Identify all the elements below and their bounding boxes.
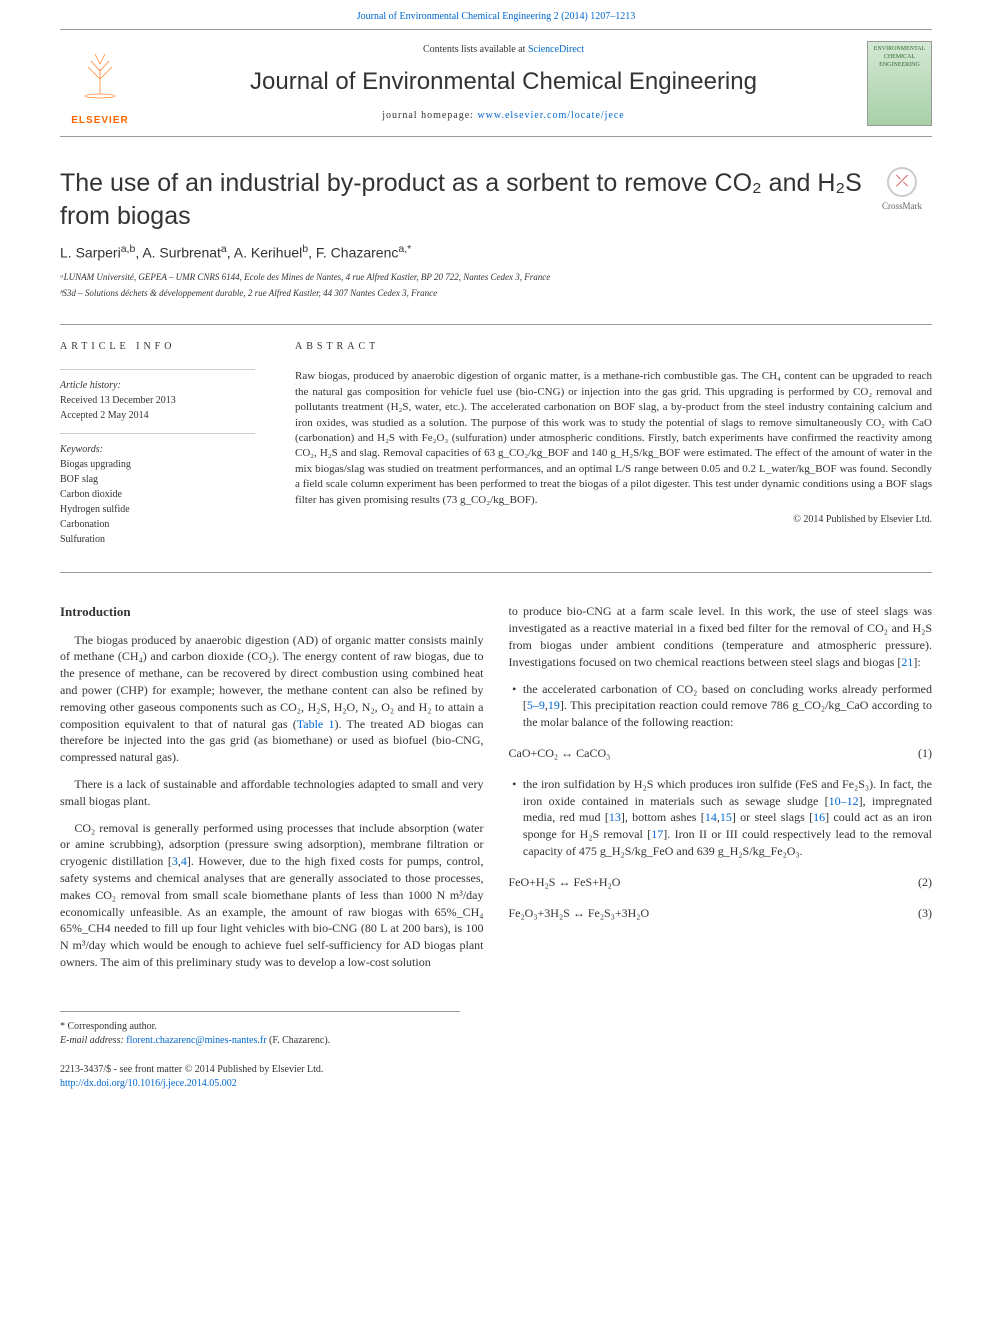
bullet-sulfidation: the iron sulfidation by H₂S which produc… — [509, 776, 933, 860]
email-line: E-mail address: florent.chazarenc@mines-… — [60, 1034, 460, 1048]
intro-p3: CO₂ removal is generally performed using… — [60, 820, 484, 971]
article-history-block: Article history: Received 13 December 20… — [60, 369, 255, 423]
equation-1: CaO+CO₂ ↔ CaCO₃ (1) — [509, 745, 933, 762]
abstract-column: ABSTRACT Raw biogas, produced by anaerob… — [270, 325, 932, 572]
ref-17-link[interactable]: 17 — [651, 827, 663, 841]
col2-p1: to produce bio-CNG at a farm scale level… — [509, 603, 933, 670]
eq1-formula: CaO+CO₂ ↔ CaCO₃ — [509, 745, 611, 762]
keyword: Sulfuration — [60, 532, 255, 547]
reaction-list: the accelerated carbonation of CO₂ based… — [509, 681, 933, 731]
email-suffix: (F. Chazarenc). — [267, 1035, 331, 1046]
eq3-number: (3) — [918, 905, 932, 922]
ref-15-link[interactable]: 15 — [720, 810, 732, 824]
homepage-prefix: journal homepage: — [382, 110, 477, 121]
keywords-label: Keywords: — [60, 442, 255, 457]
keywords-block: Keywords: Biogas upgrading BOF slag Carb… — [60, 433, 255, 547]
journal-name: Journal of Environmental Chemical Engine… — [140, 65, 867, 99]
journal-homepage-line: journal homepage: www.elsevier.com/locat… — [140, 109, 867, 123]
journal-ref-link[interactable]: Journal of Environmental Chemical Engine… — [357, 11, 636, 22]
journal-cover-thumbnail: ENVIRONMENTAL CHEMICAL ENGINEERING — [867, 41, 932, 126]
journal-reference-header: Journal of Environmental Chemical Engine… — [0, 0, 992, 29]
doi-link[interactable]: http://dx.doi.org/10.1016/j.jece.2014.05… — [60, 1078, 237, 1089]
bullet-carbonation: the accelerated carbonation of CO₂ based… — [509, 681, 933, 731]
eq2-number: (2) — [918, 874, 932, 891]
body-columns: Introduction The biogas produced by anae… — [60, 603, 932, 980]
keyword: Carbonation — [60, 517, 255, 532]
affiliation-a: ᵃLUNAM Université, GEPEA – UMR CNRS 6144… — [60, 271, 932, 284]
ref-13-link[interactable]: 13 — [609, 810, 621, 824]
eq1-number: (1) — [918, 745, 932, 762]
meta-row: ARTICLE INFO Article history: Received 1… — [60, 324, 932, 572]
right-column: to produce bio-CNG at a farm scale level… — [509, 603, 933, 980]
authors-line: L. Sarperia,b, A. Surbrenata, A. Kerihue… — [60, 242, 932, 263]
ref-10-12-link[interactable]: 10–12 — [829, 794, 859, 808]
cover-line3: ENGINEERING — [871, 61, 928, 69]
ref-14-link[interactable]: 14 — [705, 810, 717, 824]
intro-p1: The biogas produced by anaerobic digesti… — [60, 632, 484, 766]
reaction-list-2: the iron sulfidation by H₂S which produc… — [509, 776, 933, 860]
ref-19-link[interactable]: 19 — [548, 698, 560, 712]
bottom-meta: 2213-3437/$ - see front matter © 2014 Pu… — [60, 1063, 932, 1091]
title-row: The use of an industrial by-product as a… — [60, 167, 932, 232]
keyword: Carbon dioxide — [60, 487, 255, 502]
email-link[interactable]: florent.chazarenc@mines-nantes.fr — [126, 1035, 266, 1046]
sciencedirect-link[interactable]: ScienceDirect — [528, 44, 584, 55]
ref-21-link[interactable]: 21 — [901, 655, 913, 669]
contents-prefix: Contents lists available at — [423, 44, 528, 55]
homepage-link[interactable]: www.elsevier.com/locate/jece — [477, 110, 624, 121]
ref-5-9-link[interactable]: 5–9 — [527, 698, 545, 712]
abstract-header: ABSTRACT — [295, 340, 932, 354]
keyword: Hydrogen sulfide — [60, 502, 255, 517]
left-column: Introduction The biogas produced by anae… — [60, 603, 484, 980]
cover-line2: CHEMICAL — [871, 53, 928, 61]
article-info-column: ARTICLE INFO Article history: Received 1… — [60, 325, 270, 572]
crossmark-label: CrossMark — [872, 200, 932, 213]
elsevier-tree-icon — [73, 39, 128, 114]
crossmark-badge[interactable]: ⤫ CrossMark — [872, 167, 932, 213]
article-title: The use of an industrial by-product as a… — [60, 167, 872, 232]
eq2-formula: FeO+H₂S ↔ FeS+H₂O — [509, 874, 621, 891]
history-label: Article history: — [60, 378, 255, 393]
cover-line1: ENVIRONMENTAL — [871, 45, 928, 53]
keyword: Biogas upgrading — [60, 457, 255, 472]
ref-3-link[interactable]: 3 — [172, 854, 178, 868]
ref-16-link[interactable]: 16 — [813, 810, 825, 824]
affiliation-b: ᵇS3d – Solutions déchets & développement… — [60, 287, 932, 300]
intro-p2: There is a lack of sustainable and affor… — [60, 776, 484, 810]
table1-link[interactable]: Table 1 — [297, 717, 335, 731]
accepted-date: Accepted 2 May 2014 — [60, 408, 255, 423]
journal-header-box: ELSEVIER Contents lists available at Sci… — [60, 29, 932, 137]
email-label: E-mail address: — [60, 1035, 126, 1046]
introduction-header: Introduction — [60, 603, 484, 621]
contents-list-line: Contents lists available at ScienceDirec… — [140, 43, 867, 57]
abstract-text: Raw biogas, produced by anaerobic digest… — [295, 369, 932, 508]
elsevier-text: ELSEVIER — [71, 114, 128, 128]
equation-2: FeO+H₂S ↔ FeS+H₂O (2) — [509, 874, 933, 891]
footnote-block: * Corresponding author. E-mail address: … — [60, 1011, 460, 1048]
elsevier-logo[interactable]: ELSEVIER — [60, 38, 140, 128]
equation-3: Fe₂O₃+3H₂S ↔ Fe₂S₃+3H₂O (3) — [509, 905, 933, 922]
abstract-copyright: © 2014 Published by Elsevier Ltd. — [295, 513, 932, 527]
article-info-header: ARTICLE INFO — [60, 340, 255, 354]
eq3-formula: Fe₂O₃+3H₂S ↔ Fe₂S₃+3H₂O — [509, 905, 650, 922]
issn-line: 2213-3437/$ - see front matter © 2014 Pu… — [60, 1063, 932, 1077]
keyword: BOF slag — [60, 472, 255, 487]
received-date: Received 13 December 2013 — [60, 393, 255, 408]
header-center: Contents lists available at ScienceDirec… — [140, 43, 867, 123]
crossmark-icon: ⤫ — [887, 167, 917, 197]
corresponding-author: * Corresponding author. — [60, 1020, 460, 1034]
